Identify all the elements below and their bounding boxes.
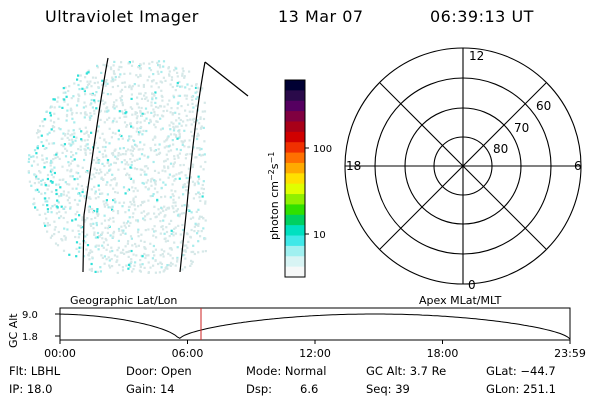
polar-axis-diagonal <box>379 82 547 250</box>
alt-axis-label: GC Alt <box>7 313 20 348</box>
color-bar <box>285 80 305 278</box>
instrument-title: Ultraviolet Imager <box>45 7 199 26</box>
time-tick-label: 23:59 <box>554 347 586 360</box>
color-bar-segment <box>285 194 305 206</box>
lat-60-label: 60 <box>536 99 551 113</box>
dsp-value: 6.6 <box>300 382 319 396</box>
time-label: 06:39:13 UT <box>430 7 534 26</box>
color-bar-segment <box>285 152 305 164</box>
geo-grid-line <box>179 61 206 273</box>
time-tick-label: 06:00 <box>172 347 204 360</box>
color-bar-segment <box>285 90 305 102</box>
altitude-plot: 9.0 1.8 GC Alt 00:00 06:00 12:00 18:00 23:59 <box>7 307 586 360</box>
dsp-label: Dsp: <box>246 382 273 396</box>
geo-grid-line <box>204 61 249 97</box>
glat-info: GLat: −44.7 <box>486 364 556 378</box>
filter-info: Flt: LBHL <box>9 364 61 378</box>
ip-info: IP: 18.0 <box>9 382 53 396</box>
color-bar-frame <box>284 79 306 278</box>
geographic-label: Geographic Lat/Lon <box>70 294 177 307</box>
altitude-curve <box>60 313 571 340</box>
mlt-12-label: 12 <box>469 49 484 63</box>
color-bar-segment <box>285 131 305 143</box>
mode-info: Mode: Normal <box>246 364 327 378</box>
gc-alt-info: GC Alt: 3.7 Re <box>366 364 447 378</box>
color-bar-segment <box>285 214 305 226</box>
mlt-6-label: 6 <box>574 159 582 173</box>
uv-emission-image <box>27 60 207 274</box>
color-bar-segment <box>285 80 305 91</box>
colorbar-unit-label: photon cm−2s−1 <box>267 152 281 240</box>
mlt-0-label: 0 <box>468 278 476 292</box>
gain-info: Gain: 14 <box>126 382 175 396</box>
alt-tick-high: 9.0 <box>22 310 38 321</box>
polar-plot: 12 18 6 0 60 70 80 <box>344 47 582 292</box>
color-bar-segment <box>285 225 305 237</box>
color-bar-segment <box>285 256 305 268</box>
date-label: 13 Mar 07 <box>278 7 364 26</box>
geo-grid-line <box>82 57 109 273</box>
alt-tick-low: 1.8 <box>22 332 38 343</box>
time-tick-label: 00:00 <box>44 347 76 360</box>
color-bar-segment <box>285 204 305 216</box>
time-tick-label: 18:00 <box>427 347 459 360</box>
color-bar-segment <box>285 173 305 185</box>
time-tick-label: 12:00 <box>299 347 331 360</box>
color-bar-segment <box>285 121 305 133</box>
mlt-18-label: 18 <box>346 159 361 173</box>
color-bar-segment <box>285 245 305 257</box>
altitude-plot-frame <box>59 307 571 341</box>
color-bar-segment <box>285 235 305 247</box>
apex-label: Apex MLat/MLT <box>419 294 502 307</box>
color-bar-segment <box>285 266 305 278</box>
door-info: Door: Open <box>126 364 192 378</box>
color-bar-segment <box>285 100 305 112</box>
time-axis: 00:00 06:00 12:00 18:00 23:59 <box>44 340 586 360</box>
seq-info: Seq: 39 <box>366 382 410 396</box>
color-bar-segment <box>285 111 305 123</box>
color-bar-segment <box>285 142 305 154</box>
lat-80-label: 80 <box>493 142 508 156</box>
color-bar-segment <box>285 162 305 174</box>
colorbar-tick-10: 10 <box>313 230 326 241</box>
color-bar-segment <box>285 183 305 195</box>
glon-info: GLon: 251.1 <box>486 382 556 396</box>
colorbar-tick-100: 100 <box>313 144 332 155</box>
lat-70-label: 70 <box>514 121 529 135</box>
